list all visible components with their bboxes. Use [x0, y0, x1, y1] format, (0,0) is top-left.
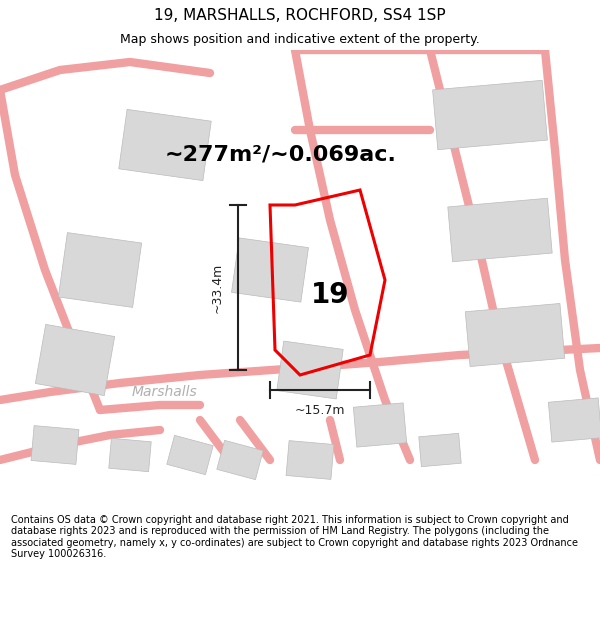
Text: 19: 19	[311, 281, 349, 309]
Text: ~33.4m: ~33.4m	[211, 262, 224, 312]
Polygon shape	[448, 198, 552, 262]
Polygon shape	[109, 438, 151, 472]
Polygon shape	[465, 304, 565, 366]
Polygon shape	[433, 81, 547, 149]
Text: 19, MARSHALLS, ROCHFORD, SS4 1SP: 19, MARSHALLS, ROCHFORD, SS4 1SP	[154, 8, 446, 22]
Polygon shape	[353, 403, 407, 447]
Polygon shape	[286, 441, 334, 479]
Polygon shape	[548, 398, 600, 442]
Text: Map shows position and indicative extent of the property.: Map shows position and indicative extent…	[120, 32, 480, 46]
Polygon shape	[419, 433, 461, 467]
Polygon shape	[119, 109, 211, 181]
Text: Marshalls: Marshalls	[132, 385, 198, 399]
Polygon shape	[167, 436, 213, 474]
Text: Contains OS data © Crown copyright and database right 2021. This information is : Contains OS data © Crown copyright and d…	[11, 514, 578, 559]
Polygon shape	[217, 441, 263, 479]
Polygon shape	[277, 341, 343, 399]
Polygon shape	[35, 324, 115, 396]
Polygon shape	[232, 238, 308, 302]
Text: ~15.7m: ~15.7m	[295, 404, 345, 417]
Polygon shape	[31, 426, 79, 464]
Text: ~277m²/~0.069ac.: ~277m²/~0.069ac.	[165, 145, 397, 165]
Polygon shape	[58, 232, 142, 308]
